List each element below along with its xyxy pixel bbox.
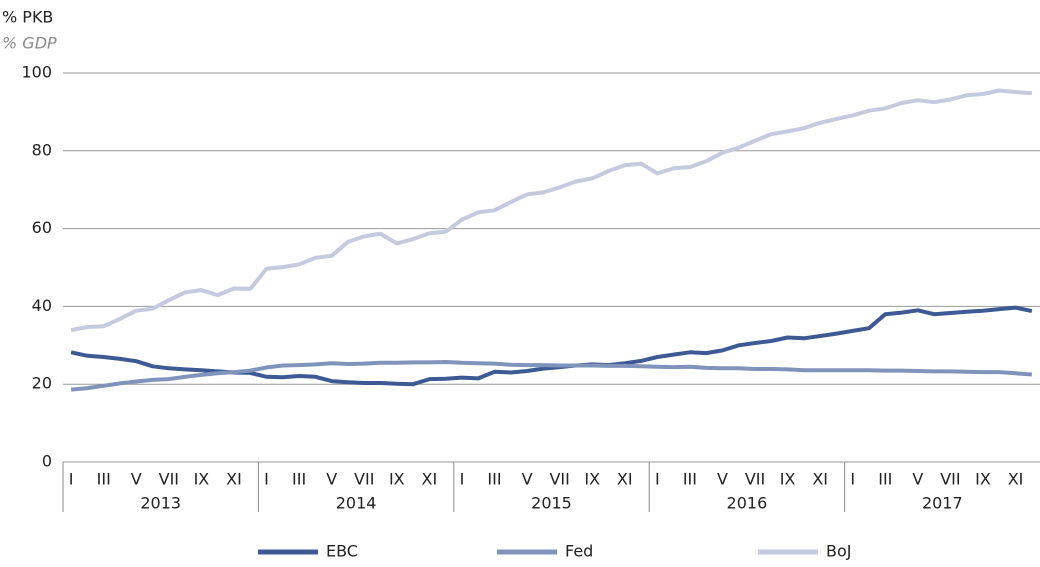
- y-tick-label: 80: [32, 140, 52, 159]
- x-tick-label: VII: [354, 470, 374, 489]
- legend-label: Fed: [565, 542, 593, 561]
- x-tick-label: III: [487, 470, 501, 489]
- x-tick-label: I: [655, 470, 660, 489]
- x-tick-label: III: [97, 470, 111, 489]
- x-tick-label: VII: [745, 470, 765, 489]
- line-series: [70, 360, 1033, 392]
- x-tick-label: IX: [194, 470, 210, 489]
- x-tick-label: XI: [812, 470, 828, 489]
- group-label: 2017: [922, 494, 963, 513]
- x-tick-label: III: [683, 470, 697, 489]
- x-tick-label: I: [460, 470, 465, 489]
- x-tick-label: IX: [780, 470, 796, 489]
- x-tick-label: V: [326, 470, 337, 489]
- x-tick-label: VII: [159, 470, 179, 489]
- x-tick-label: XI: [422, 470, 438, 489]
- line-series: [70, 88, 1033, 333]
- y-axis-label-en: % GDP: [2, 34, 57, 53]
- group-label: 2015: [531, 494, 572, 513]
- legend-label: EBC: [326, 542, 358, 561]
- x-tick-label: IX: [975, 470, 991, 489]
- y-axis-label: % PKB: [2, 8, 53, 27]
- x-tick-label: I: [264, 470, 269, 489]
- group-label: 2014: [336, 494, 377, 513]
- y-tick-label: 40: [32, 296, 52, 315]
- x-tick-label: XI: [226, 470, 242, 489]
- x-tick-label: V: [131, 470, 142, 489]
- x-tick-label: V: [912, 470, 923, 489]
- y-tick-label: 100: [21, 63, 52, 82]
- group-label: 2016: [727, 494, 768, 513]
- y-tick-label: 20: [32, 374, 52, 393]
- x-tick-label: IX: [389, 470, 405, 489]
- x-tick-label: I: [69, 470, 74, 489]
- x-tick-label: V: [717, 470, 728, 489]
- x-tick-label: XI: [1008, 470, 1024, 489]
- legend-label: BoJ: [826, 542, 851, 561]
- x-tick-label: VII: [940, 470, 960, 489]
- x-tick-label: III: [292, 470, 306, 489]
- group-label: 2013: [140, 494, 181, 513]
- x-tick-label: VII: [549, 470, 569, 489]
- x-tick-label: I: [850, 470, 855, 489]
- x-tick-label: V: [522, 470, 533, 489]
- x-tick-label: IX: [584, 470, 600, 489]
- y-tick-label: 0: [42, 452, 52, 471]
- x-tick-label: XI: [617, 470, 633, 489]
- x-tick-label: III: [878, 470, 892, 489]
- y-tick-label: 60: [32, 218, 52, 237]
